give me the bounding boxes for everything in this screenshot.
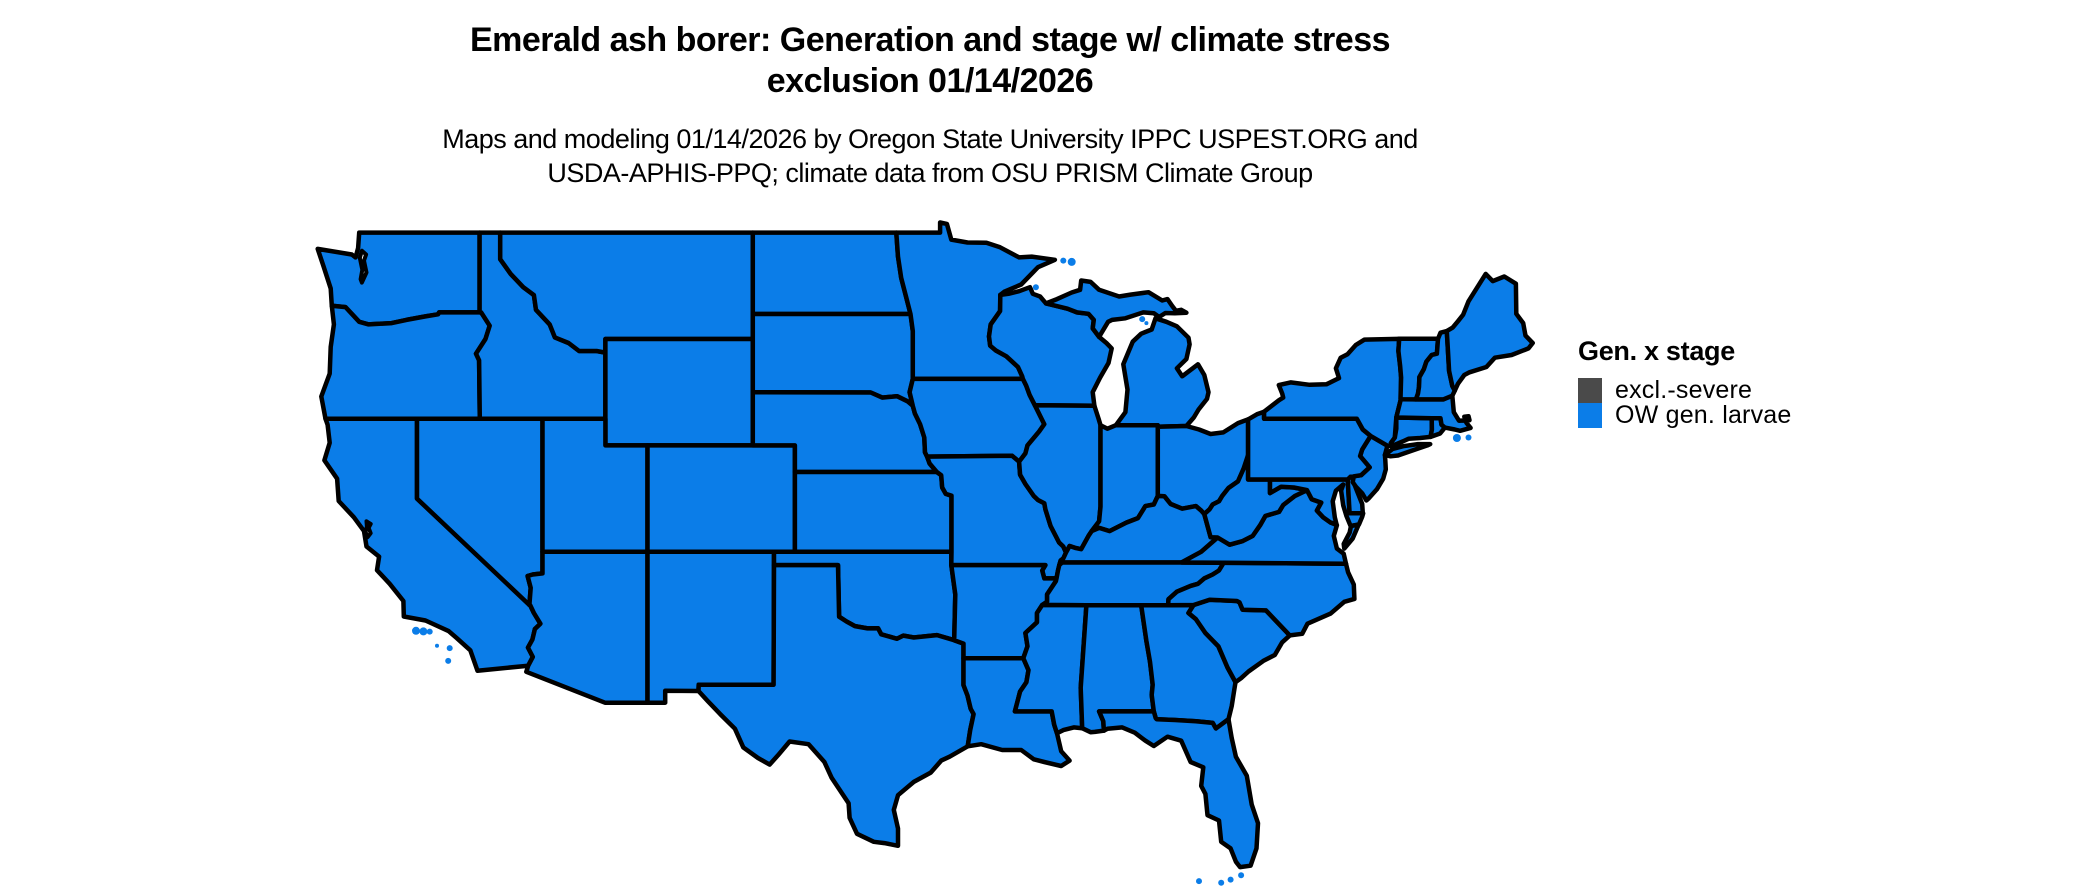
ow-gen-larvae-swatch bbox=[1578, 403, 1602, 428]
state-wy bbox=[603, 336, 756, 448]
map-title-line2: exclusion 01/14/2026 bbox=[766, 62, 1094, 100]
state-fl bbox=[1096, 709, 1261, 870]
legend-title: Gen. x stage bbox=[1578, 336, 1735, 366]
legend-item-excl-severe: excl.-severe bbox=[1578, 376, 1791, 404]
state-long-island bbox=[1382, 441, 1433, 459]
state-mi-up bbox=[1043, 278, 1189, 340]
puget-sound-water bbox=[357, 248, 369, 285]
state-ks bbox=[792, 469, 954, 555]
island-dot bbox=[1196, 878, 1202, 885]
island-dot bbox=[1032, 284, 1039, 291]
island-dot bbox=[1218, 879, 1225, 886]
sf-bay-water bbox=[363, 519, 373, 540]
island-dot bbox=[1465, 434, 1472, 441]
island-dot bbox=[1139, 316, 1146, 323]
island-dot bbox=[435, 643, 439, 648]
legend: Gen. x stage excl.-severe OW gen. larvae bbox=[1578, 336, 1792, 429]
state-nc bbox=[1165, 560, 1357, 638]
island-dot bbox=[1452, 434, 1461, 442]
state-wi bbox=[986, 284, 1114, 409]
map-subtitle: Maps and modeling 01/14/2026 by Oregon S… bbox=[0, 122, 1860, 190]
state-mi bbox=[1113, 316, 1211, 430]
state-pa bbox=[1245, 409, 1373, 482]
island-dot bbox=[1238, 872, 1245, 879]
map-title: Emerald ash borer: Generation and stage … bbox=[0, 20, 1860, 102]
island-dot bbox=[412, 626, 420, 635]
excl-severe-swatch bbox=[1578, 378, 1602, 403]
state-tx bbox=[696, 562, 976, 849]
state-ia bbox=[907, 376, 1047, 464]
ow-gen-larvae-label: OW gen. larvae bbox=[1615, 401, 1792, 429]
state-nm bbox=[645, 549, 777, 705]
island-dot bbox=[1060, 257, 1067, 264]
island-dot bbox=[419, 627, 428, 636]
island-dot bbox=[446, 645, 453, 652]
state-co bbox=[645, 443, 798, 555]
state-me bbox=[1444, 271, 1535, 393]
map-title-line1: Emerald ash borer: Generation and stage … bbox=[469, 21, 1391, 59]
island-dot bbox=[1144, 321, 1149, 326]
excl-severe-label: excl.-severe bbox=[1615, 376, 1753, 404]
island-dot bbox=[1227, 876, 1234, 883]
map-subtitle-line2: USDA-APHIS-PPQ; climate data from OSU PR… bbox=[547, 158, 1313, 188]
legend-item-ow-gen-larvae: OW gen. larvae bbox=[1578, 401, 1792, 429]
state-az bbox=[524, 549, 650, 705]
state-nd bbox=[750, 230, 913, 317]
state-va-shore bbox=[1341, 522, 1361, 551]
state-or bbox=[319, 303, 492, 422]
island-dot bbox=[426, 628, 433, 635]
state-ct bbox=[1388, 415, 1435, 448]
island-dot bbox=[445, 657, 452, 664]
state-md bbox=[1267, 477, 1366, 529]
island-dot bbox=[1067, 257, 1076, 266]
map-subtitle-line1: Maps and modeling 01/14/2026 by Oregon S… bbox=[442, 124, 1418, 154]
